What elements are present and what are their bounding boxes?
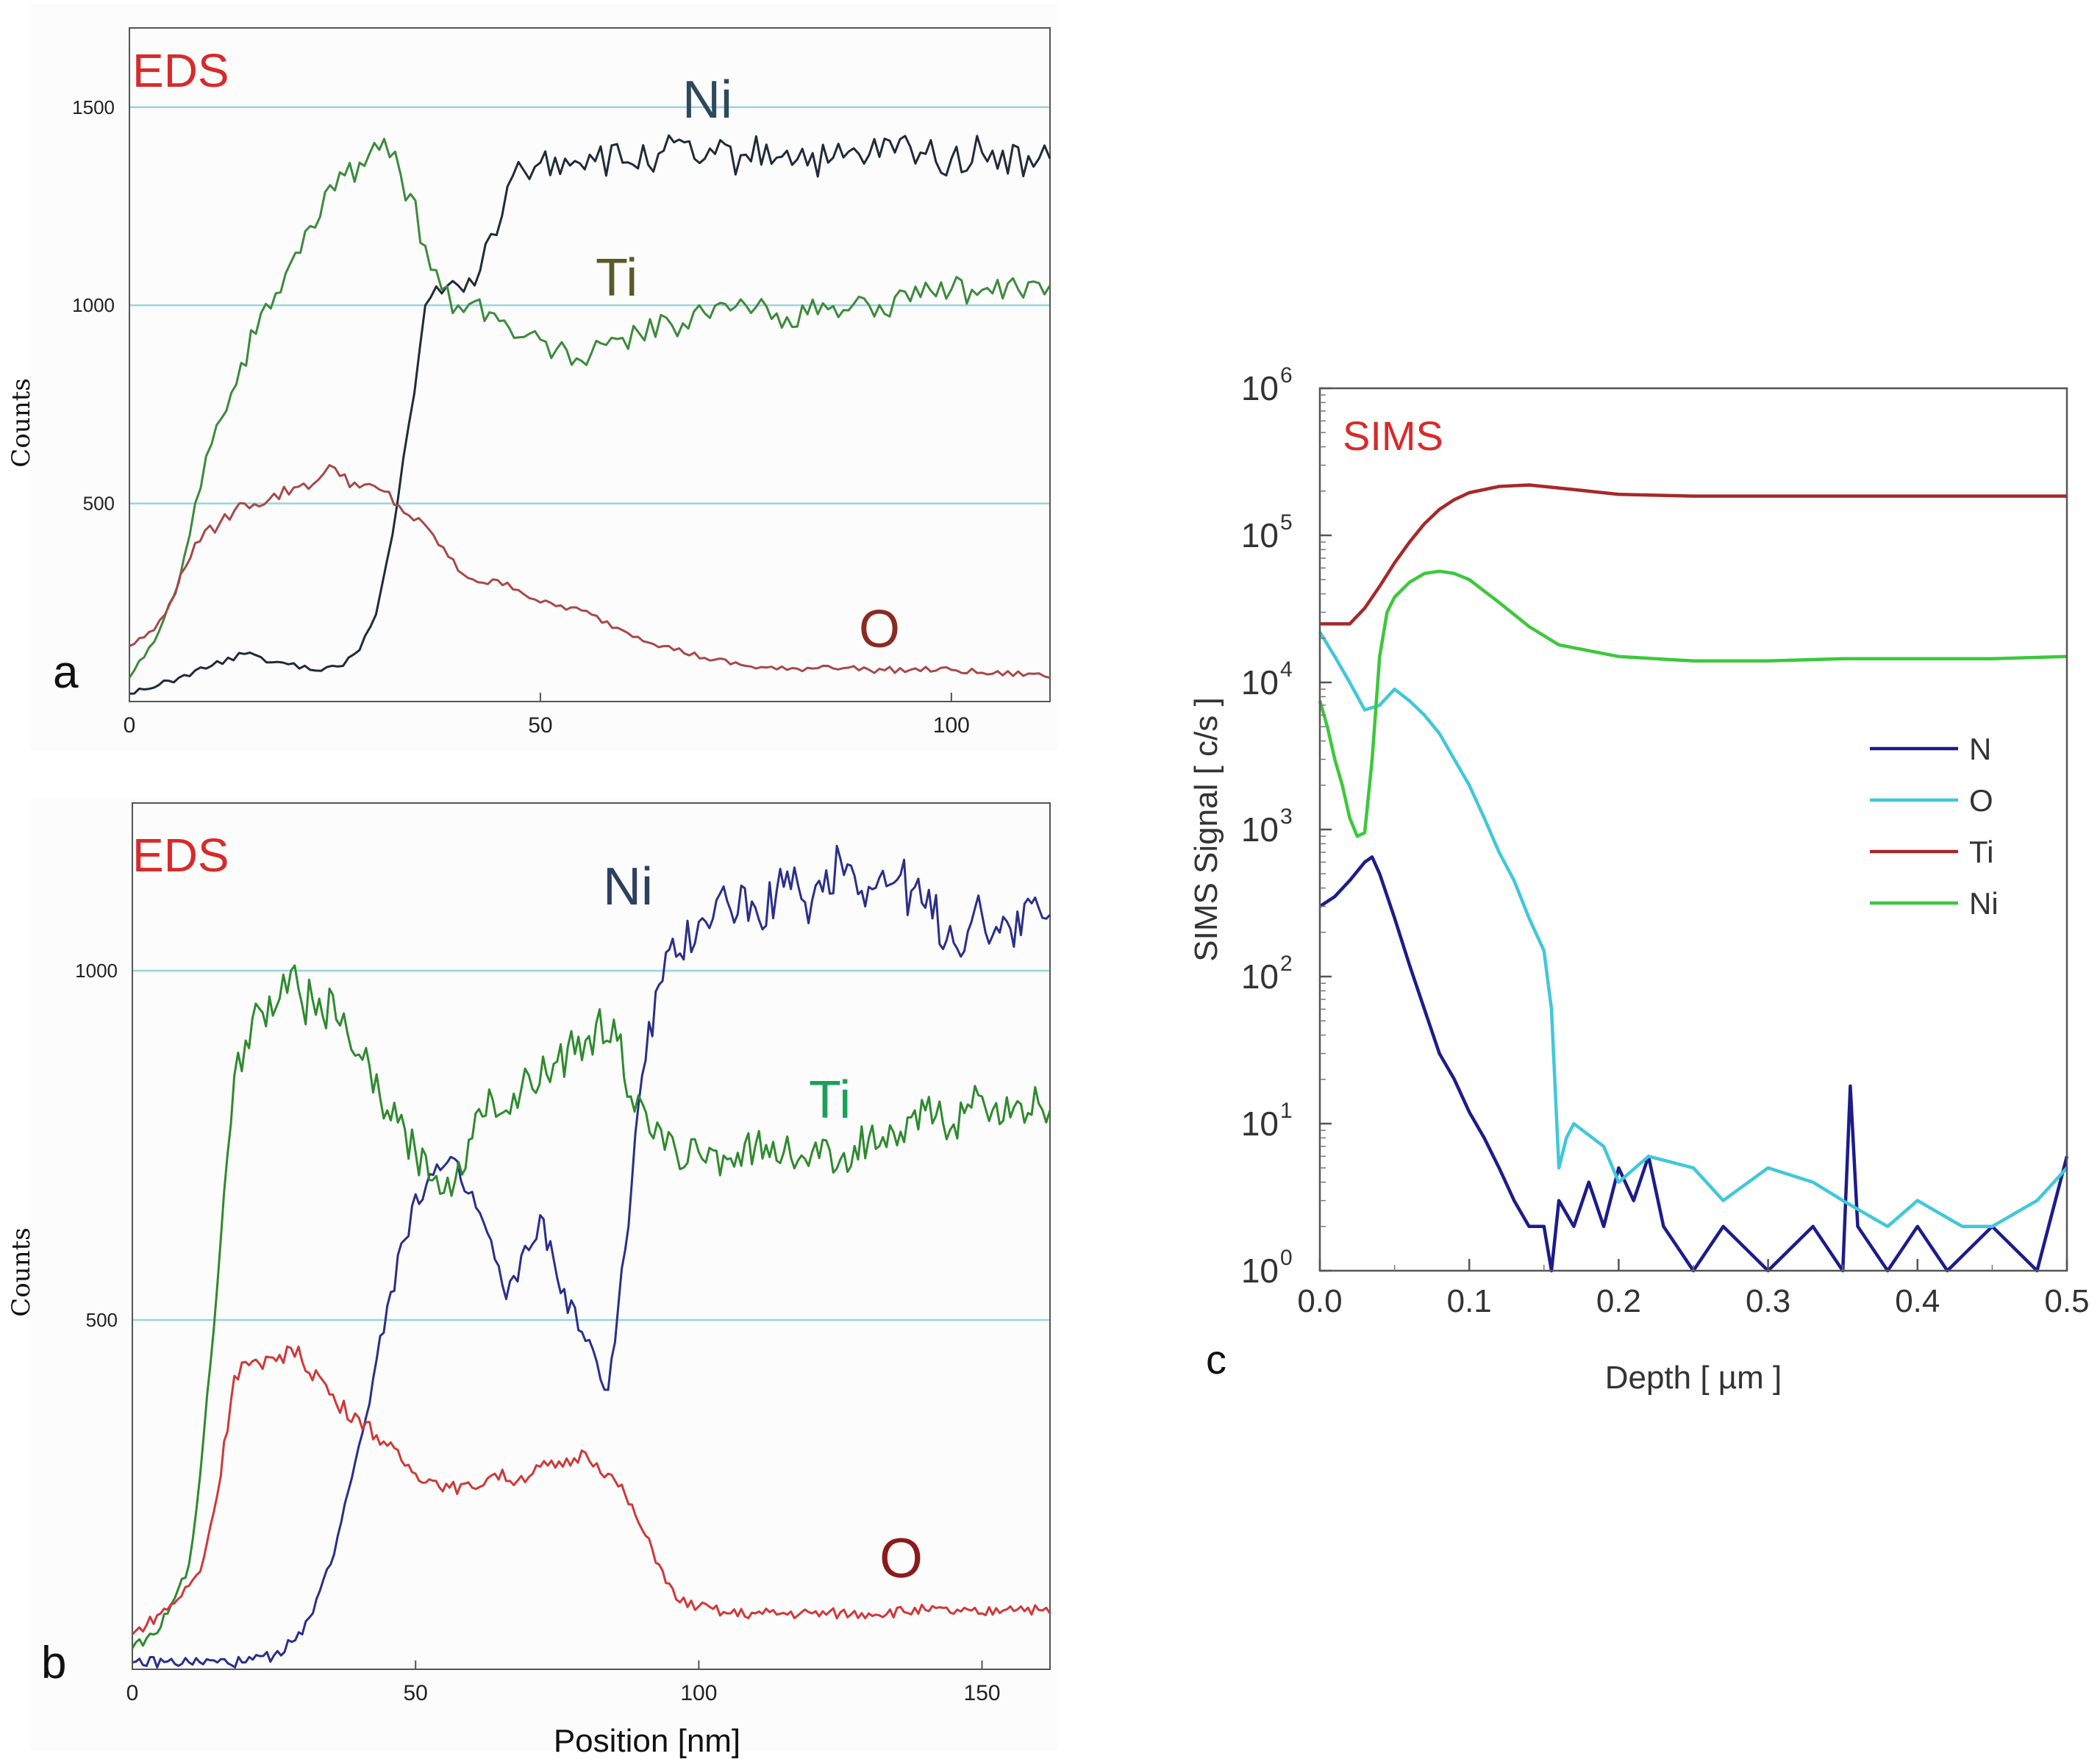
panel-a-y-axis-label: Counts	[7, 378, 36, 467]
panel-c-y-axis-label: SIMS Signal [ c/s ]	[1188, 697, 1224, 961]
panel-a-ti-label: Ti	[596, 249, 638, 307]
panel-c-x-tick-label: 0.2	[1596, 1283, 1641, 1319]
panel-c-y-tick-exponent: 1	[1280, 1099, 1293, 1123]
panel-a-y-tick-label: 1000	[72, 294, 115, 316]
panel-c-y-tick-label: 10	[1241, 810, 1279, 849]
panel-b-letter: b	[41, 1638, 66, 1688]
panel-c-y-tick-label: 10	[1241, 369, 1279, 407]
panel-c-legend-label-ni: Ni	[1969, 886, 1999, 921]
panel-c-x-tick-label: 0.3	[1746, 1283, 1790, 1319]
panel-c-y-tick-label: 10	[1241, 1252, 1279, 1290]
panel-c-series-ti	[1320, 483, 2067, 626]
panel-c-y-tick-label: 10	[1241, 663, 1279, 702]
panel-c-background	[1316, 388, 2066, 1271]
panel-c-x-tick-label: 0.0	[1297, 1283, 1342, 1319]
panel-a-background	[29, 4, 1059, 750]
panel-c-series-o	[1318, 631, 2068, 1229]
panel-c-y-tick-exponent: 3	[1280, 804, 1293, 829]
panel-b-y-tick-label: 500	[86, 1309, 118, 1331]
panel-a-series-ni	[129, 134, 1051, 695]
panel-c-x-tick-label: 0.5	[2044, 1283, 2089, 1319]
panel-b-x-tick-label: 0	[126, 1681, 139, 1705]
panel-b-y-tick-label: 1000	[75, 960, 118, 982]
panel-c-y-tick-exponent: 0	[1280, 1246, 1293, 1270]
panel-a-series	[128, 134, 1051, 695]
panel-c-x-axis-label: Depth [ µm ]	[1605, 1360, 1782, 1396]
panel-a-ticks: 500 1000 1500 0 50 100	[72, 96, 970, 738]
panel-b-gridlines	[132, 969, 1050, 1321]
panel-c-y-tick-label: 10	[1241, 516, 1279, 554]
panel-a-frame	[129, 27, 1051, 702]
panel-c-y-tick-exponent: 6	[1280, 363, 1293, 388]
panel-b-x-tick-label: 150	[964, 1681, 1001, 1705]
panel-a-y-tick-label: 500	[83, 493, 115, 515]
panel-b-series-ti	[131, 964, 1051, 1649]
panel-c-legend-label-n: N	[1969, 732, 1991, 766]
panel-a: 500 1000 1500 0 50 100 Counts EDS a Ni Ti O	[7, 4, 1059, 750]
panel-b-x-tick-label: 50	[403, 1681, 427, 1705]
panel-a-y-tick-label: 1500	[72, 96, 115, 118]
panel-b-series-ni	[132, 844, 1051, 1669]
panel-c-letter: c	[1206, 1336, 1226, 1382]
panel-c-y-tick-exponent: 5	[1280, 510, 1293, 535]
panel-b-x-axis-label: Position [nm]	[554, 1723, 740, 1759]
panel-b: 500 1000 0 50 100 150 Counts Position [nm] ED…	[7, 798, 1059, 1759]
panel-b-ticks: 500 1000 0 50 100 150	[75, 960, 1000, 1705]
panel-c-x-tick-label: 0.4	[1895, 1283, 1940, 1319]
panel-c-method-label: SIMS	[1343, 413, 1443, 459]
panel-b-x-tick-label: 100	[680, 1681, 717, 1705]
panel-a-letter: a	[53, 647, 79, 698]
panel-c-y-tick-label: 10	[1241, 957, 1279, 996]
panel-b-series	[131, 844, 1051, 1669]
panel-a-x-tick-label: 50	[528, 713, 552, 738]
panel-b-o-label: O	[879, 1527, 923, 1590]
panel-b-ni-label: Ni	[603, 857, 653, 916]
panel-a-method-label: EDS	[132, 44, 229, 97]
panel-b-y-axis-label: Counts	[7, 1227, 36, 1316]
panel-c-legend-label-o: O	[1969, 783, 1993, 818]
panel-a-series-ti	[128, 138, 1051, 679]
panel-a-series-o	[129, 464, 1051, 679]
panel-b-ti-label: Ti	[809, 1071, 851, 1130]
panel-c-y-tick-exponent: 4	[1280, 657, 1293, 682]
panel-c-y-tick-exponent: 2	[1280, 952, 1293, 976]
panel-b-method-label: EDS	[132, 829, 229, 882]
panel-a-ni-label: Ni	[682, 71, 732, 129]
panel-b-series-o	[131, 1345, 1051, 1635]
panel-c-legend-label-ti: Ti	[1969, 835, 1993, 869]
panel-a-x-tick-label: 0	[124, 713, 136, 738]
panel-a-gridlines	[129, 106, 1050, 504]
panel-c-x-tick-label: 0.1	[1447, 1283, 1492, 1319]
panel-c-y-tick-label: 10	[1241, 1105, 1279, 1143]
panel-a-o-label: O	[859, 600, 900, 659]
panel-b-frame	[132, 802, 1051, 1670]
panel-a-x-tick-label: 100	[933, 713, 970, 738]
panel-c-series-ni	[1318, 569, 2068, 838]
panel-c-series	[1318, 483, 2069, 1273]
panel-c-legend: NO Ti Ni	[1870, 732, 1999, 921]
panel-c-series-n	[1318, 855, 2069, 1273]
panel-b-background	[29, 798, 1059, 1750]
